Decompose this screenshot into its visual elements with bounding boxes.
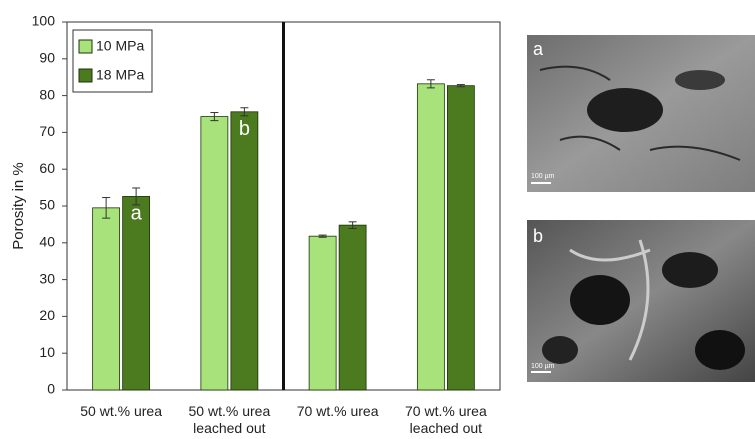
y-tick-label: 40 <box>39 234 55 250</box>
x-tick-label: 70 wt.% urea <box>282 403 394 420</box>
y-tick-label: 30 <box>39 270 55 286</box>
scale-label: 100 µm <box>531 173 555 180</box>
y-tick-label: 70 <box>39 123 55 139</box>
chart: a 100 µm b 100 µm Porosity in % 0 10 20 30 4… <box>0 0 755 439</box>
y-tick-label: 50 <box>39 197 55 213</box>
x-tick-label: 50 wt.% urea leached out <box>173 403 285 437</box>
x-tick-label: 50 wt.% urea <box>65 403 177 420</box>
scale-label: 100 µm <box>531 363 555 370</box>
page: {"chart_data": {"type": "bar", "y_label"… <box>0 0 755 439</box>
bar <box>447 86 474 390</box>
y-tick-label: 0 <box>47 381 55 397</box>
bar <box>93 208 120 390</box>
y-tick-label: 90 <box>39 50 55 66</box>
bar <box>123 196 150 390</box>
y-tick-label: 20 <box>39 307 55 323</box>
y-tick-label: 100 <box>32 13 56 29</box>
image-label: b <box>533 226 543 246</box>
y-tick-label: 10 <box>39 344 55 360</box>
bar <box>231 112 258 390</box>
bar <box>339 225 366 390</box>
image-label: a <box>533 39 544 59</box>
legend-swatch <box>79 69 92 82</box>
bar <box>201 117 228 390</box>
bar <box>309 236 336 390</box>
legend-label: 18 MPa <box>96 67 144 83</box>
legend-swatch <box>79 40 92 53</box>
sem-image-a <box>527 35 755 192</box>
y-tick-label: 60 <box>39 160 55 176</box>
legend-label: 10 MPa <box>96 38 144 54</box>
bar <box>417 84 444 390</box>
y-tick-label: 80 <box>39 86 55 102</box>
sem-image-b <box>527 220 755 382</box>
x-tick-label: 70 wt.% urea leached out <box>390 403 502 437</box>
bar-annotation: a <box>131 203 143 225</box>
bar-annotation: b <box>239 118 250 140</box>
y-axis-label: Porosity in % <box>10 162 27 250</box>
